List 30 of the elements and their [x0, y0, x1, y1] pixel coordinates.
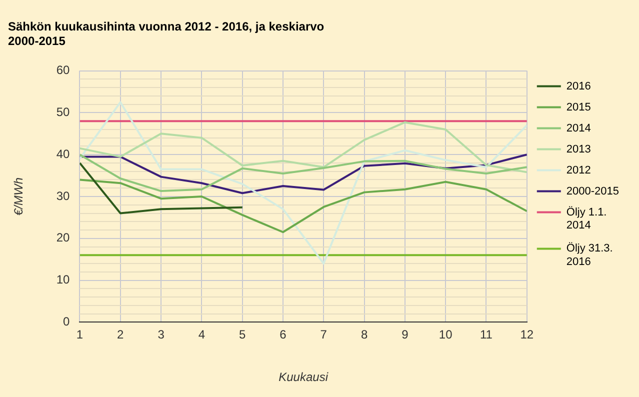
x-tick-label: 12	[520, 328, 534, 342]
x-tick-label: 6	[280, 328, 287, 342]
y-tick-label: 20	[56, 230, 70, 245]
x-axis-title: Kuukausi	[278, 370, 328, 384]
y-tick-label: 10	[56, 272, 70, 287]
y-tick-label: 40	[56, 146, 70, 161]
chart-title: Sähkön kuukausihinta vuonna 2012 - 2016, ja keskiarvo 2000-2015	[8, 20, 324, 48]
legend-label: Öljy 1.1. 2014	[566, 205, 607, 232]
legend-label: 2000-2015	[566, 185, 620, 198]
y-tick-label: 60	[56, 63, 70, 78]
x-tick-label: 10	[438, 328, 453, 342]
x-tick-label: 7	[320, 328, 328, 342]
x-tick-label: 3	[158, 328, 165, 342]
legend-label: Öljy 31.3. 2016	[566, 242, 613, 268]
y-axis-title: €/MWh	[12, 177, 26, 216]
legend-label: 2016	[566, 80, 591, 92]
legend-label: 2015	[566, 101, 591, 114]
legend-label: 2013	[566, 143, 591, 156]
x-tick-label: 8	[360, 328, 368, 342]
y-tick-label: 30	[56, 188, 70, 203]
y-tick-label: 50	[56, 105, 70, 120]
x-tick-label: 2	[117, 328, 124, 342]
x-tick-label: 11	[480, 328, 493, 342]
x-tick-label: 5	[239, 328, 246, 342]
legend-label: 2012	[566, 164, 591, 176]
x-tick-label: 4	[198, 328, 206, 342]
legend-label: 2014	[566, 122, 591, 134]
x-tick-label: 9	[402, 328, 409, 342]
y-tick-label: 0	[63, 314, 70, 329]
x-tick-label: 1	[76, 328, 84, 342]
